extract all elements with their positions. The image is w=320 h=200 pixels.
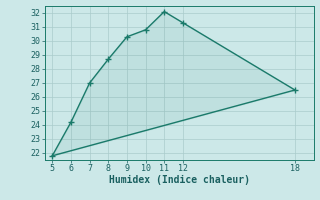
X-axis label: Humidex (Indice chaleur): Humidex (Indice chaleur) [109,175,250,185]
